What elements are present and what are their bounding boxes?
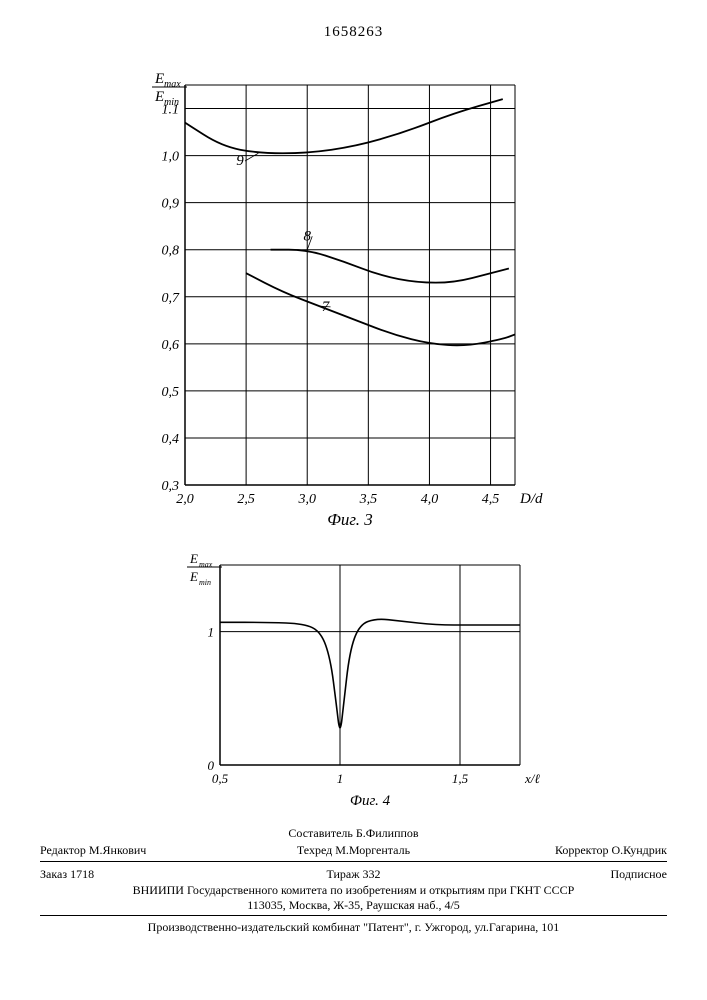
- svg-text:0,4: 0,4: [162, 432, 180, 447]
- svg-text:E: E: [154, 89, 164, 105]
- fig4-svg: 0,5 1 1,5 0 1 EmaxEmin x/ℓ Фиг. 4: [180, 540, 550, 810]
- svg-text:min: min: [199, 578, 211, 587]
- print-num: 332: [363, 867, 381, 881]
- svg-text:max: max: [199, 560, 213, 569]
- svg-text:0,5: 0,5: [162, 385, 180, 400]
- figure-4: 0,5 1 1,5 0 1 EmaxEmin x/ℓ Фиг. 4: [180, 540, 550, 815]
- svg-text:3,0: 3,0: [297, 492, 316, 507]
- svg-text:0,5: 0,5: [212, 771, 229, 786]
- svg-text:E: E: [154, 71, 164, 87]
- order-label: Заказ: [40, 867, 67, 881]
- svg-text:4,0: 4,0: [421, 492, 439, 507]
- svg-text:0,9: 0,9: [162, 197, 180, 212]
- svg-text:1,5: 1,5: [452, 771, 469, 786]
- order-num: 1718: [70, 867, 94, 881]
- svg-text:Фиг. 4: Фиг. 4: [350, 793, 391, 809]
- page: 1658263 2,0 2,5 3,0 3,5 4,0 4,5 0,3 0,4 0,5 0,6 0,…: [0, 0, 707, 1000]
- subscription: Подписное: [611, 867, 668, 881]
- svg-text:max: max: [164, 79, 181, 90]
- compiler-label: Составитель: [288, 826, 352, 840]
- svg-text:1: 1: [208, 625, 215, 640]
- tech-name: М.Моргенталь: [335, 843, 410, 857]
- corrector-label: Корректор: [555, 843, 609, 857]
- org-line-2: 113035, Москва, Ж-35, Раушская наб., 4/5: [40, 898, 667, 913]
- footer-block: Составитель Б.Филиппов Редактор М.Янкови…: [40, 825, 667, 935]
- svg-text:min: min: [164, 97, 179, 108]
- svg-text:3,5: 3,5: [359, 492, 378, 507]
- print-label: Тираж: [326, 867, 359, 881]
- editor-label: Редактор: [40, 843, 86, 857]
- tech-label: Техред: [297, 843, 332, 857]
- divider: [40, 861, 667, 862]
- svg-text:4,5: 4,5: [482, 492, 500, 507]
- svg-text:2,0: 2,0: [176, 492, 194, 507]
- svg-text:E: E: [189, 569, 198, 584]
- svg-text:1,0: 1,0: [162, 150, 180, 165]
- editor-name: М.Янкович: [89, 843, 146, 857]
- svg-text:D/d: D/d: [519, 491, 543, 507]
- svg-text:0,6: 0,6: [162, 338, 180, 353]
- fig3-svg: 2,0 2,5 3,0 3,5 4,0 4,5 0,3 0,4 0,5 0,6 0,7 0,8 0,9 1…: [140, 55, 550, 535]
- svg-text:E: E: [189, 551, 198, 566]
- compiler-name: Б.Филиппов: [356, 826, 419, 840]
- corrector-name: О.Кундрик: [611, 843, 667, 857]
- document-number: 1658263: [0, 24, 707, 41]
- svg-text:1: 1: [337, 771, 344, 786]
- svg-text:Фиг. 3: Фиг. 3: [327, 510, 373, 529]
- svg-text:9: 9: [236, 153, 244, 169]
- svg-text:0,8: 0,8: [162, 244, 180, 259]
- bottom-line: Производственно-издательский комбинат "П…: [40, 920, 667, 935]
- svg-text:2,5: 2,5: [237, 492, 255, 507]
- figure-3: 2,0 2,5 3,0 3,5 4,0 4,5 0,3 0,4 0,5 0,6 0,7 0,8 0,9 1…: [140, 55, 550, 540]
- svg-text:0,3: 0,3: [162, 479, 180, 494]
- svg-text:0: 0: [208, 758, 215, 773]
- svg-text:x/ℓ: x/ℓ: [524, 771, 540, 786]
- svg-text:0,7: 0,7: [162, 291, 181, 306]
- divider: [40, 915, 667, 916]
- org-line-1: ВНИИПИ Государственного комитета по изоб…: [40, 883, 667, 898]
